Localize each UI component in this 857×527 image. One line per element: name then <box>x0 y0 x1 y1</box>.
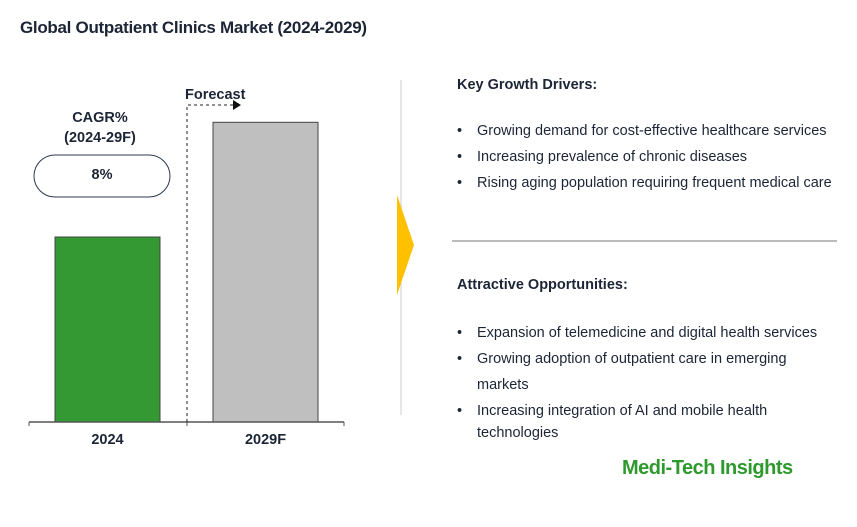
cagr-value: 8% <box>91 167 113 183</box>
cagr-label: CAGR% (2024-29F) <box>64 110 136 146</box>
brand-logo: Medi-Tech Insights <box>622 457 793 479</box>
bar-chart <box>28 80 414 426</box>
list-item: Growing demand for cost-effective health… <box>457 118 837 144</box>
chevron-right-icon <box>397 195 414 295</box>
tick-label: 2024 <box>91 432 124 448</box>
tick-label: 2029F <box>244 432 287 448</box>
opportunities-list: Expansion of telemedicine and digital he… <box>457 320 837 444</box>
forecast-arrow-icon <box>233 100 241 110</box>
cagr-pill <box>33 154 171 198</box>
drivers-heading: Key Growth Drivers: <box>457 77 598 93</box>
list-item: Rising aging population requiring freque… <box>457 170 837 196</box>
page-title: Global Outpatient Clinics Market (2024-2… <box>20 18 367 37</box>
bar-2024 <box>54 236 161 423</box>
list-item: Growing adoption of outpatient care in e… <box>457 346 837 398</box>
forecast-label: Forecast <box>185 87 246 103</box>
list-item: Increasing integration of AI and mobile … <box>457 398 777 444</box>
forecast-divider <box>186 104 234 422</box>
drivers-list: Growing demand for cost-effective health… <box>457 118 837 196</box>
opportunities-heading: Attractive Opportunities: <box>457 277 628 293</box>
list-item: Increasing prevalence of chronic disease… <box>457 144 837 170</box>
section-divider <box>452 240 837 242</box>
bar-2029F <box>212 121 319 423</box>
list-item: Expansion of telemedicine and digital he… <box>457 320 837 346</box>
